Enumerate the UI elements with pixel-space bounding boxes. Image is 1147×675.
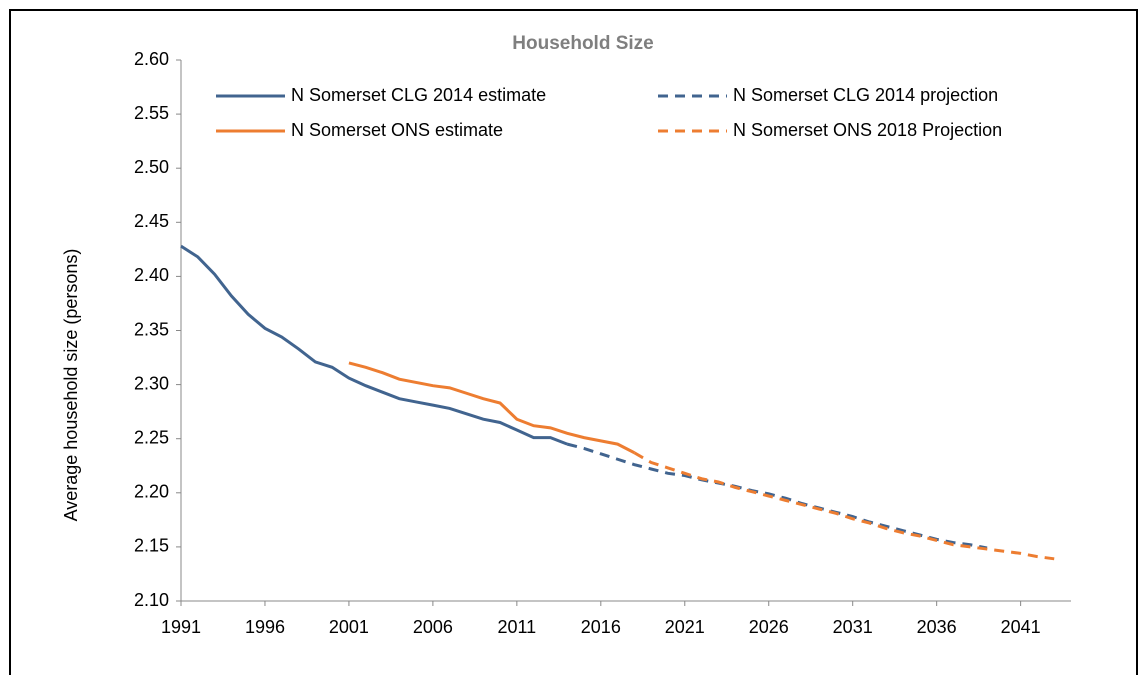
- x-tick-label: 2001: [329, 617, 369, 637]
- chart-title: Household Size: [512, 33, 653, 54]
- y-tick-label: 2.35: [134, 319, 169, 339]
- y-axis-label: Average household size (persons): [61, 249, 81, 522]
- x-tick-label: 2021: [665, 617, 705, 637]
- legend-label: N Somerset ONS estimate: [291, 120, 503, 140]
- y-tick-label: 2.45: [134, 211, 169, 231]
- x-tick-label: 2036: [917, 617, 957, 637]
- frame: [9, 9, 1138, 675]
- legend-label: N Somerset CLG 2014 projection: [733, 85, 998, 105]
- series-line: [348, 361, 636, 455]
- legend-label: N Somerset ONS 2018 Projection: [733, 120, 1002, 140]
- series-line: [180, 244, 568, 446]
- x-tick-label: 1996: [245, 617, 285, 637]
- y-tick-label: 2.25: [134, 427, 169, 447]
- series-line: [633, 451, 1055, 561]
- x-tick-label: 2026: [749, 617, 789, 637]
- x-tick-label: 2041: [1001, 617, 1041, 637]
- y-tick-label: 2.55: [134, 103, 169, 123]
- series-line: [566, 442, 988, 550]
- x-tick-label: 2016: [581, 617, 621, 637]
- y-tick-label: 2.30: [134, 373, 169, 393]
- x-tick-label: 2031: [833, 617, 873, 637]
- y-tick-label: 2.10: [134, 590, 169, 610]
- y-tick-label: 2.40: [134, 265, 169, 285]
- x-tick-label: 1991: [161, 617, 201, 637]
- legend-label: N Somerset CLG 2014 estimate: [291, 85, 546, 105]
- y-tick-label: 2.15: [134, 536, 169, 556]
- y-tick-label: 2.50: [134, 157, 169, 177]
- y-tick-label: 2.20: [134, 482, 169, 502]
- y-tick-label: 2.60: [134, 49, 169, 69]
- x-tick-label: 2011: [497, 617, 536, 637]
- x-tick-label: 2006: [413, 617, 453, 637]
